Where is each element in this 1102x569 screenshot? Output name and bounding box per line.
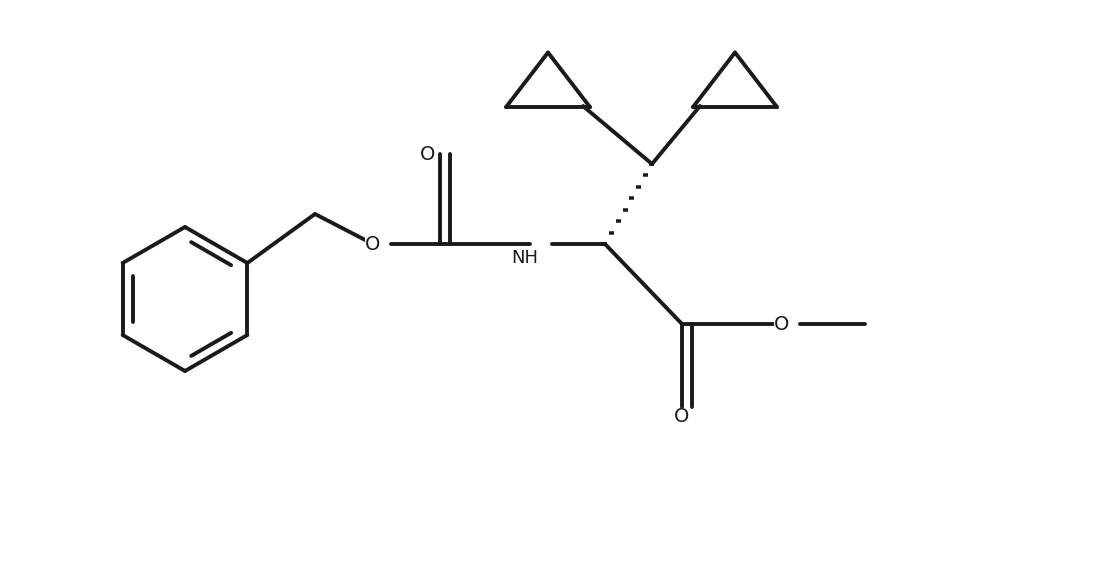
Text: O: O: [420, 145, 435, 163]
Text: O: O: [674, 407, 690, 426]
Text: O: O: [775, 315, 790, 333]
Text: O: O: [365, 234, 380, 254]
Text: NH: NH: [511, 249, 539, 267]
